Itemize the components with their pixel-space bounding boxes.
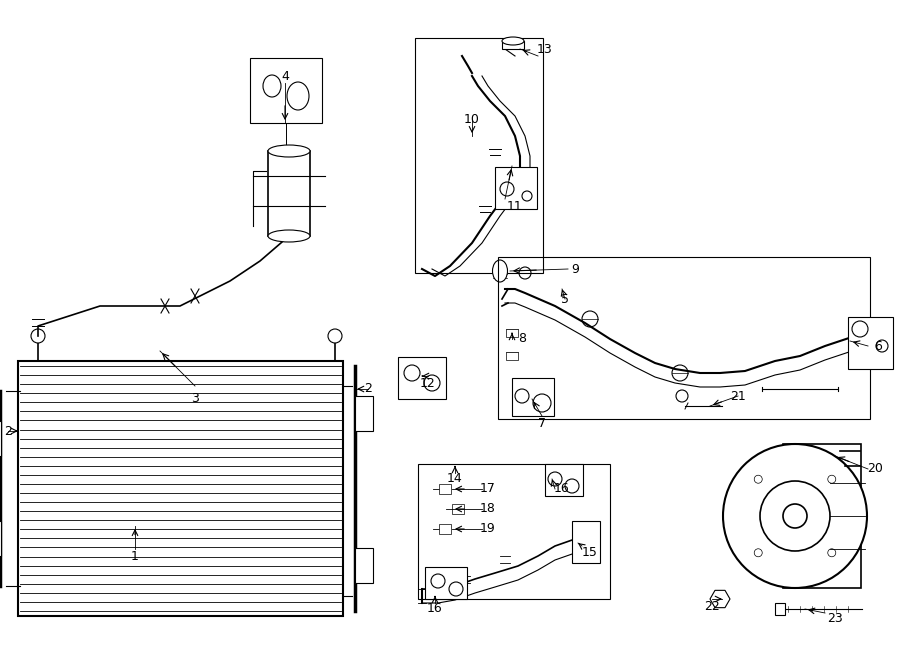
Circle shape bbox=[723, 444, 867, 588]
Text: 12: 12 bbox=[420, 377, 436, 389]
Text: 21: 21 bbox=[730, 389, 746, 403]
Text: 2: 2 bbox=[364, 383, 372, 395]
Text: 10: 10 bbox=[464, 112, 480, 126]
Bar bbox=[0, 521, 1, 556]
Text: 2: 2 bbox=[4, 424, 12, 438]
Bar bbox=[572, 521, 600, 563]
Bar bbox=[783, 444, 861, 588]
Text: 17: 17 bbox=[480, 483, 496, 496]
Text: 22: 22 bbox=[704, 600, 720, 613]
Polygon shape bbox=[710, 590, 730, 607]
Text: 18: 18 bbox=[480, 502, 496, 516]
Bar bbox=[495, 167, 537, 209]
Text: 9: 9 bbox=[572, 262, 579, 276]
Ellipse shape bbox=[268, 230, 310, 242]
Bar bbox=[268, 151, 310, 236]
Bar bbox=[506, 352, 518, 360]
Text: 4: 4 bbox=[281, 69, 289, 83]
Bar bbox=[452, 504, 464, 514]
Circle shape bbox=[783, 504, 807, 528]
Text: 14: 14 bbox=[447, 473, 463, 485]
Circle shape bbox=[328, 329, 342, 343]
Text: 7: 7 bbox=[538, 416, 546, 430]
Bar bbox=[415, 38, 543, 273]
Bar bbox=[775, 603, 785, 615]
Bar bbox=[545, 464, 583, 496]
Bar bbox=[355, 548, 373, 583]
Bar bbox=[250, 58, 322, 123]
Bar bbox=[0, 421, 1, 456]
Text: 16: 16 bbox=[428, 602, 443, 615]
Bar bbox=[848, 317, 893, 369]
Bar bbox=[425, 567, 467, 599]
Text: 13: 13 bbox=[537, 42, 553, 56]
Text: 20: 20 bbox=[867, 463, 883, 475]
Ellipse shape bbox=[502, 37, 524, 45]
Bar bbox=[439, 524, 451, 534]
Text: 19: 19 bbox=[480, 522, 496, 535]
Bar bbox=[418, 464, 610, 599]
Bar bbox=[506, 329, 518, 337]
Bar bbox=[512, 378, 554, 416]
Text: 1: 1 bbox=[131, 549, 139, 563]
Bar bbox=[502, 41, 524, 49]
Bar bbox=[439, 484, 451, 494]
Text: 15: 15 bbox=[582, 547, 598, 559]
Text: 3: 3 bbox=[191, 393, 199, 405]
Text: 11: 11 bbox=[507, 200, 523, 212]
Text: 6: 6 bbox=[874, 340, 882, 352]
Ellipse shape bbox=[268, 145, 310, 157]
Bar bbox=[398, 357, 446, 399]
Bar bbox=[355, 396, 373, 431]
Bar bbox=[18, 361, 343, 616]
Ellipse shape bbox=[492, 260, 508, 282]
Text: 23: 23 bbox=[827, 613, 843, 625]
Circle shape bbox=[31, 329, 45, 343]
Bar bbox=[498, 257, 870, 419]
Text: 8: 8 bbox=[518, 332, 526, 346]
Text: 16: 16 bbox=[554, 483, 570, 496]
Text: 5: 5 bbox=[561, 293, 569, 305]
